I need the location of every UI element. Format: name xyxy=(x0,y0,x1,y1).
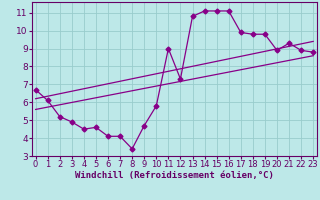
X-axis label: Windchill (Refroidissement éolien,°C): Windchill (Refroidissement éolien,°C) xyxy=(75,171,274,180)
